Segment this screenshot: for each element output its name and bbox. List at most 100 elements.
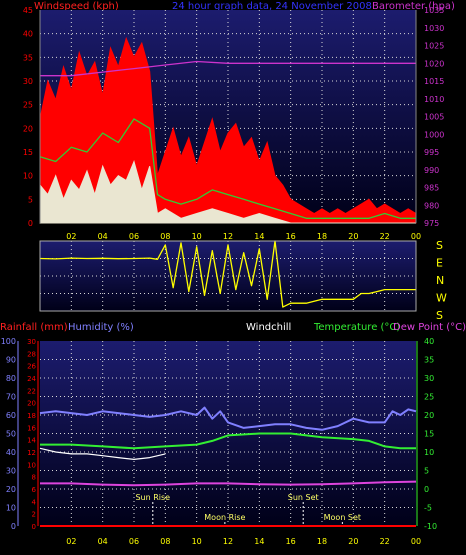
windspeed-tick-label: 0 [28, 219, 33, 228]
barometer-series [40, 60, 416, 77]
humidity-tick-label: 50 [6, 430, 16, 439]
windspeed-tick-label: 35 [23, 53, 33, 62]
windspeed-tick-label: 45 [23, 6, 33, 15]
wind-x-tick-label: 08 [160, 232, 170, 241]
dewpoint-axis-label: Dew Point (°C) [393, 322, 466, 333]
temp-x-tick-label: 06 [129, 537, 139, 546]
temp-x-tick-label: 10 [192, 537, 202, 546]
rainfall-tick-label: 14 [27, 437, 36, 445]
barometer-tick-label: 1005 [424, 113, 444, 122]
temp-x-tick-label: 00 [411, 537, 421, 546]
windspeed-tick-label: 5 [28, 195, 33, 204]
wind-direction-series [39, 240, 416, 308]
compass-label: W [436, 292, 447, 305]
temp-x-tick-label: 04 [98, 537, 108, 546]
temperature-tick-label: 0 [424, 485, 429, 494]
rainfall-tick-label: 6 [32, 486, 37, 494]
temp-x-tick-label: 16 [286, 537, 296, 546]
chart-title: 24 hour graph data, 24 November 2008 [172, 1, 372, 12]
barometer-axis-label: Barometer (hpa) [372, 1, 455, 12]
wind-x-tick-label: 12 [223, 232, 233, 241]
compass-label: E [436, 257, 443, 270]
rainfall-tick-label: 30 [27, 338, 36, 346]
humidity-tick-label: 60 [6, 411, 16, 420]
rainfall-tick-label: 8 [32, 474, 36, 482]
temp-x-tick-label: 12 [223, 537, 233, 546]
temperature-tick-label: 10 [424, 448, 434, 457]
humidity-tick-label: 20 [6, 485, 16, 494]
humidity-tick-label: 40 [6, 448, 16, 457]
compass-label: N [436, 274, 444, 287]
barometer-tick-label: 1030 [424, 24, 444, 33]
barometer-tick-label: 995 [424, 148, 439, 157]
windchill-label: Windchill [246, 322, 291, 333]
barometer-tick-label: 1000 [424, 130, 444, 139]
temperature-tick-label: -10 [424, 522, 437, 531]
windspeed-tick-label: 10 [23, 172, 33, 181]
astro-marker-label: Moon Rise [204, 513, 245, 522]
humidity-tick-label: 0 [11, 522, 16, 531]
wind-x-tick-label: 06 [129, 232, 139, 241]
windspeed-tick-label: 25 [23, 101, 33, 110]
temperature-tick-label: 20 [424, 411, 434, 420]
temperature-tick-label: 25 [424, 393, 434, 402]
astro-marker-label: Moon Set [324, 513, 361, 522]
barometer-tick-label: 975 [424, 219, 439, 228]
wind-x-tick-label: 18 [317, 232, 327, 241]
wind-x-tick-label: 22 [380, 232, 390, 241]
windspeed-tick-label: 40 [23, 30, 33, 39]
barometer-tick-label: 1020 [424, 59, 444, 68]
rainfall-tick-label: 4 [32, 498, 37, 506]
temp-x-tick-label: 02 [66, 537, 76, 546]
wind-x-tick-label: 02 [66, 232, 76, 241]
astro-marker-label: Sun Rise [135, 493, 170, 502]
humidity-tick-label: 70 [6, 393, 16, 402]
barometer-tick-label: 985 [424, 184, 439, 193]
rainfall-tick-label: 28 [27, 350, 36, 358]
wind-x-tick-label: 20 [348, 232, 358, 241]
barometer-tick-label: 1035 [424, 6, 444, 15]
wind-x-tick-label: 10 [192, 232, 202, 241]
humidity-tick-label: 10 [6, 504, 16, 513]
temp-x-tick-label: 18 [317, 537, 327, 546]
windspeed-tick-label: 30 [23, 77, 33, 86]
barometer-tick-label: 980 [424, 201, 439, 210]
rainfall-tick-label: 0 [32, 523, 36, 531]
humidity-axis-label: Humidity (%) [68, 322, 134, 333]
rainfall-tick-label: 26 [27, 363, 36, 371]
wind-x-tick-label: 14 [254, 232, 264, 241]
humidity-tick-label: 30 [6, 467, 16, 476]
wind-average-series [39, 118, 416, 219]
wind-x-tick-label: 00 [411, 232, 421, 241]
astro-marker-label: Sun Set [288, 493, 319, 502]
windspeed-tick-label: 15 [23, 148, 33, 157]
barometer-tick-label: 1025 [424, 42, 444, 51]
temperature-tick-label: 35 [424, 356, 434, 365]
rainfall-axis-label: Rainfall (mm) [0, 322, 68, 333]
temperature-tick-label: -5 [424, 504, 432, 513]
temperature-tick-label: 15 [424, 430, 434, 439]
temperature-tick-label: 30 [424, 374, 434, 383]
humidity-tick-label: 90 [6, 356, 16, 365]
wind-x-tick-label: 04 [98, 232, 108, 241]
temperature-axis-label: Temperature (°C) [313, 322, 400, 333]
rainfall-tick-label: 12 [27, 449, 36, 457]
temp-x-tick-label: 20 [348, 537, 358, 546]
humidity-tick-label: 100 [1, 337, 16, 346]
temp-x-tick-label: 22 [380, 537, 390, 546]
temp-x-tick-label: 08 [160, 537, 170, 546]
rainfall-tick-label: 22 [27, 387, 36, 395]
rainfall-tick-label: 18 [27, 412, 36, 420]
rainfall-tick-label: 2 [32, 511, 36, 519]
barometer-tick-label: 1010 [424, 95, 444, 104]
temperature-tick-label: 40 [424, 337, 434, 346]
wind-x-tick-label: 16 [286, 232, 296, 241]
humidity-tick-label: 80 [6, 374, 16, 383]
barometer-tick-label: 990 [424, 166, 439, 175]
windchill-series [39, 447, 166, 460]
windspeed-axis-label: Windspeed (kph) [34, 1, 119, 12]
compass-label: S [436, 239, 443, 252]
